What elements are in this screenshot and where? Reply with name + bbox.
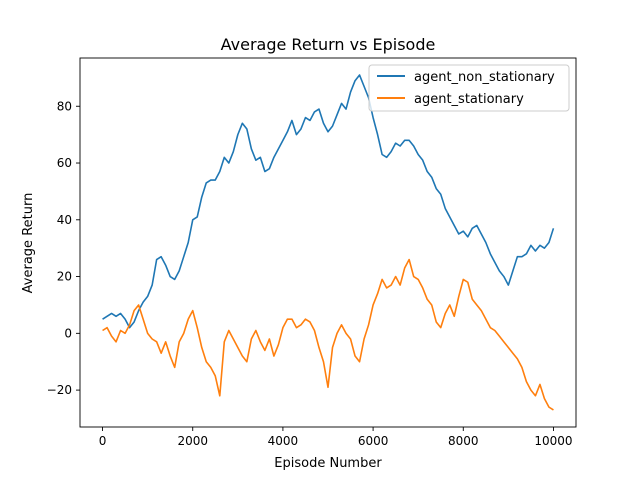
axes-frame [79, 57, 577, 428]
series-line-agent_stationary [102, 258, 554, 411]
series-line-agent_non_stationary [102, 74, 555, 329]
plot-area [79, 57, 577, 428]
x-axis-label: Episode Number [274, 456, 382, 471]
y-tick-label: 40 [57, 213, 72, 227]
y-tick-label: −20 [47, 383, 72, 397]
y-tick-label: 20 [57, 270, 72, 284]
legend: agent_non_stationary agent_stationary [368, 64, 570, 112]
x-tick-label: 8000 [448, 434, 479, 448]
y-tick-label: 0 [64, 326, 72, 340]
y-tick-label: 80 [57, 99, 72, 113]
axis-ticks: 0 2000 4000 6000 8000 10000 −20 0 20 40 60 80 [47, 99, 573, 448]
y-tick-label: 60 [57, 156, 72, 170]
x-tick-label: 0 [99, 434, 107, 448]
x-tick-label: 6000 [358, 434, 389, 448]
legend-box [368, 64, 570, 112]
legend-label-agent_non_stationary: agent_non_stationary [414, 70, 555, 85]
x-tick-label: 10000 [534, 434, 572, 448]
y-axis-label: Average Return [21, 193, 36, 294]
x-tick-label: 4000 [268, 434, 299, 448]
chart-title: Average Return vs Episode [221, 35, 436, 54]
legend-label-agent_stationary: agent_stationary [414, 92, 524, 107]
x-tick-label: 2000 [177, 434, 208, 448]
